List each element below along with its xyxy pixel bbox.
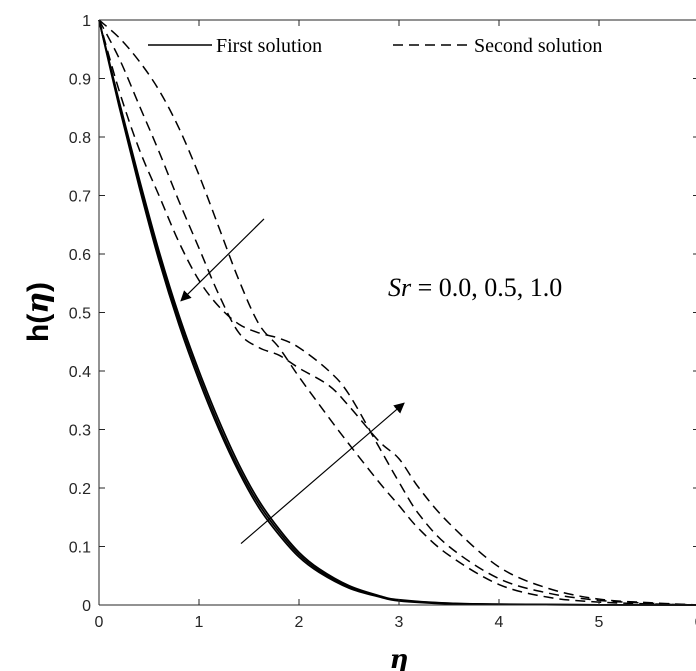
x-tick-label: 5 (595, 614, 604, 631)
y-tick-label: 0.6 (69, 247, 91, 264)
y-tick-label: 0 (82, 598, 91, 615)
y-tick-label: 0.9 (69, 72, 91, 89)
legend-label-second: Second solution (474, 35, 602, 57)
y-axis-label: h(η) (21, 282, 56, 342)
y-tick-label: 0.7 (69, 189, 91, 206)
legend-label-first: First solution (216, 35, 322, 57)
plot-background (99, 20, 696, 605)
x-tick-label: 2 (295, 614, 304, 631)
y-tick-label: 0.2 (69, 481, 91, 498)
y-tick-label: 0.4 (69, 364, 91, 381)
y-tick-label: 0.3 (69, 423, 91, 440)
trend-arrow-0 (180, 218, 265, 302)
annotation: Sr = 0.0, 0.5, 1.0 (388, 273, 562, 302)
x-axis-label: η (390, 645, 409, 671)
series-layer (98, 19, 696, 606)
x-tick-label: 1 (195, 614, 204, 631)
x-tick-label: 6 (695, 614, 696, 631)
x-tick-label: 3 (395, 614, 404, 631)
x-tick-label: 0 (95, 614, 104, 631)
second-solution-line-4 (98, 19, 696, 606)
tick-labels: 0 1 2 3 4 5 6 0 0.1 0.2 0.3 0.4 0.5 0.6 0.7 0.8 0.9 1 (69, 13, 696, 631)
axes (98, 19, 696, 606)
y-tick-label: 1 (82, 13, 91, 30)
y-tick-label: 0.1 (69, 540, 91, 557)
arrow-layer (180, 218, 405, 545)
second-solution-line-3 (98, 19, 696, 606)
first-solution-line-2 (98, 19, 696, 606)
y-tick-label: 0.5 (69, 306, 91, 323)
x-tick-label: 4 (495, 614, 504, 631)
second-solution-line-5 (98, 19, 696, 606)
legend: First solution Second solution (148, 35, 602, 57)
y-tick-label: 0.8 (69, 130, 91, 147)
trend-arrow-1 (240, 402, 405, 545)
